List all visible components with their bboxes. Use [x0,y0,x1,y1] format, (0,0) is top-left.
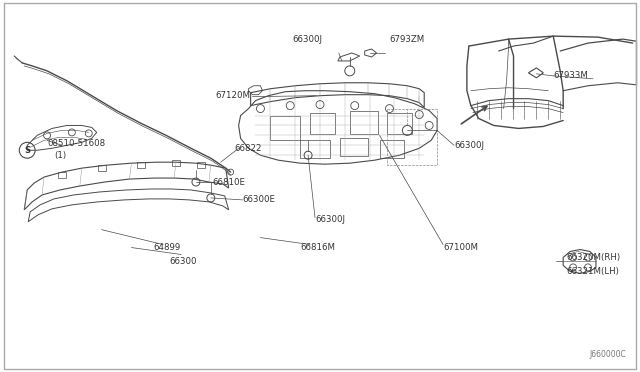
Bar [197,162,205,168]
Text: 6793ZM: 6793ZM [390,35,425,44]
Text: 66300E: 66300E [243,195,276,204]
Bar [98,165,106,171]
Text: J660000C: J660000C [589,350,626,359]
Bar [380,140,404,158]
Text: S: S [24,146,30,155]
Text: 08510-51608: 08510-51608 [47,139,105,148]
Bar [310,113,335,134]
Text: 64899: 64899 [153,243,180,252]
Text: 67933M: 67933M [553,71,588,80]
Bar [387,113,412,134]
Text: 67100M: 67100M [443,243,478,252]
Bar [300,140,330,158]
Text: 66300J: 66300J [454,141,484,150]
Text: 66816M: 66816M [300,243,335,252]
Text: 66810E: 66810E [213,177,246,186]
Bar [172,160,180,166]
Bar [350,110,378,134]
Text: 66300: 66300 [169,257,196,266]
Bar [270,116,300,140]
Text: 66300J: 66300J [315,215,345,224]
Text: 66822: 66822 [235,144,262,153]
Text: (1): (1) [54,151,66,160]
Bar [340,138,367,156]
Text: 66300J: 66300J [292,35,322,44]
Bar [58,172,66,178]
Text: 66321M(LH): 66321M(LH) [566,267,619,276]
Bar [138,162,145,168]
Text: 66320M(RH): 66320M(RH) [566,253,620,262]
Text: 67120M: 67120M [216,91,250,100]
